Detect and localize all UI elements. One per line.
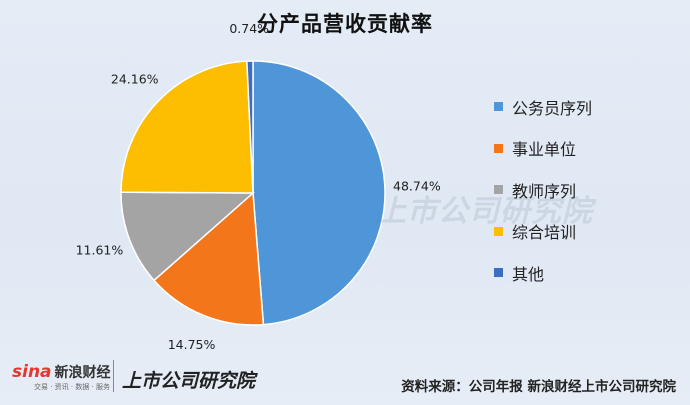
- sina-finance-logo: sina 新浪财经 交易 · 资讯 · 数据 · 服务: [12, 362, 111, 391]
- pie-slices: [120, 60, 386, 326]
- legend-item: 公务员序列: [494, 86, 592, 128]
- slice-value-label: 0.74%: [229, 21, 269, 36]
- pie-slice-1: [152, 191, 265, 326]
- legend-item: 教师序列: [494, 169, 592, 211]
- data-source-note: 资料来源：公司年报 新浪财经上市公司研究院: [401, 379, 676, 395]
- legend-item: 其他: [494, 252, 592, 294]
- sina-logo-subtitle: 交易 · 资讯 · 数据 · 服务: [34, 383, 111, 391]
- watermark: 上市公司研究院: [376, 194, 593, 229]
- legend-swatch: [494, 185, 503, 195]
- slice-value-label: 48.74%: [393, 179, 441, 194]
- slice-value-label: 24.16%: [111, 71, 159, 86]
- pie-slice-2: [120, 191, 255, 282]
- legend-label: 公务员序列: [512, 98, 593, 118]
- chart-title: 分产品营收贡献率: [257, 12, 433, 36]
- footer-divider: [113, 360, 114, 392]
- pie-slice-4: [246, 60, 254, 194]
- pie-slice-3: [120, 60, 254, 194]
- legend-label: 事业单位: [512, 140, 577, 160]
- legend-swatch: [494, 268, 503, 278]
- slice-value-label: 14.75%: [168, 337, 216, 352]
- pie-slice-0: [252, 60, 386, 326]
- chart-legend: 公务员序列事业单位教师序列综合培训其他: [494, 86, 592, 294]
- legend-label: 综合培训: [512, 223, 577, 243]
- slice-value-label: 11.61%: [76, 243, 124, 258]
- legend-label: 其他: [512, 264, 545, 284]
- pie-labels: 48.74% 14.75% 11.61% 24.16% 0.74%: [76, 21, 441, 352]
- sina-logo-text: 新浪财经: [54, 365, 111, 381]
- legend-swatch: [494, 143, 503, 153]
- legend-label: 教师序列: [512, 181, 577, 201]
- legend-item: 综合培训: [494, 211, 592, 253]
- sina-logo-mark: sina: [12, 362, 52, 382]
- legend-item: 事业单位: [494, 128, 592, 170]
- footer-brand: 上市公司研究院: [122, 370, 256, 392]
- legend-swatch: [494, 226, 503, 236]
- legend-swatch: [494, 102, 503, 112]
